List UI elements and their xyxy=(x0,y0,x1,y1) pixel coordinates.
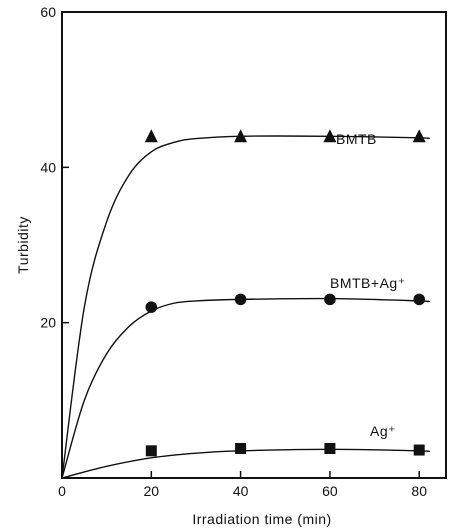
circle-marker xyxy=(324,293,336,306)
y-tick-label: 40 xyxy=(40,159,56,175)
curve-series-2 xyxy=(61,448,430,479)
circle-marker xyxy=(145,301,158,313)
y-tick-label: 60 xyxy=(40,4,56,20)
x-axis-title: Irradiation time (min) xyxy=(192,511,331,527)
x-tick-label: 0 xyxy=(58,483,66,499)
y-axis-ticks: 20 40 60 xyxy=(40,4,69,331)
square-marker xyxy=(413,444,425,456)
fitted-curves xyxy=(61,135,430,479)
x-tick-label: 20 xyxy=(144,483,160,499)
square-marker xyxy=(235,442,247,454)
series-label-bmtb: BMTB xyxy=(336,131,377,147)
y-axis-title: Turbidity xyxy=(15,216,31,274)
square-marker xyxy=(145,445,157,457)
triangle-marker xyxy=(323,129,337,143)
y-tick-label: 20 xyxy=(40,315,56,331)
x-tick-label: 80 xyxy=(411,483,427,499)
curve-series-1 xyxy=(61,297,430,479)
square-marker xyxy=(324,442,336,454)
triangle-marker xyxy=(144,129,158,143)
x-tick-label: 60 xyxy=(322,483,338,499)
circle-marker xyxy=(413,293,426,306)
circle-marker xyxy=(234,293,247,306)
x-tick-label: 40 xyxy=(233,483,249,499)
data-markers xyxy=(144,129,426,457)
triangle-marker xyxy=(412,129,426,143)
series-label-bmtb-ag: BMTB+Ag⁺ xyxy=(330,275,406,291)
plot-frame xyxy=(61,11,447,479)
curve-series-0 xyxy=(61,135,430,479)
triangle-marker xyxy=(234,129,248,143)
series-label-ag: Ag⁺ xyxy=(370,423,396,439)
x-axis-ticks: 0 20 40 60 80 xyxy=(58,471,427,499)
